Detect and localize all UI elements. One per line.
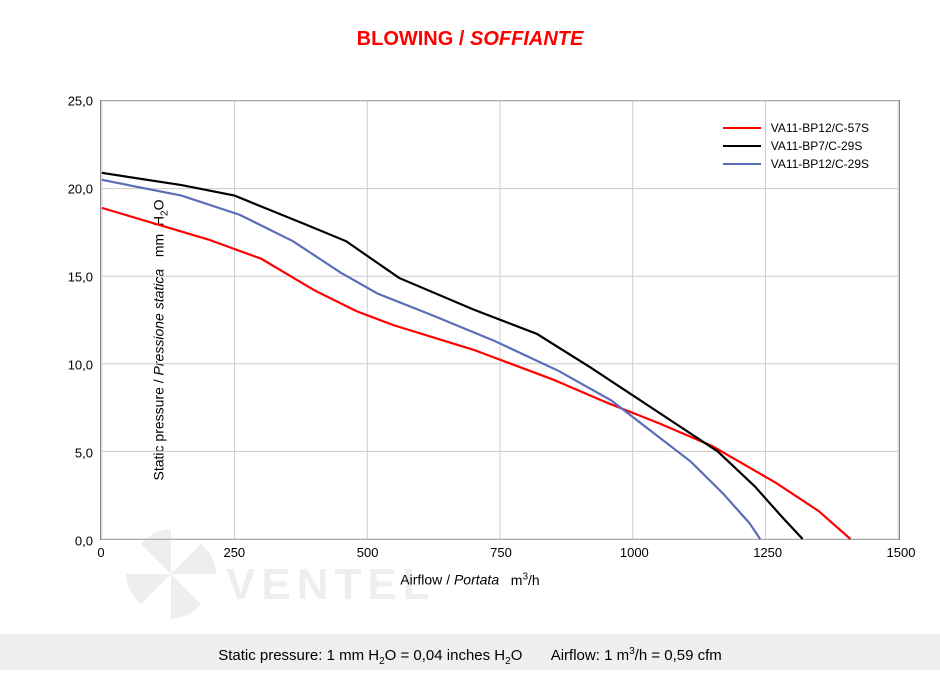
series-line (102, 180, 760, 539)
plot-region: VENTEL VA11-BP12/C-57SVA11-BP7/C-29SVA11… (100, 100, 900, 540)
x-tick-label: 1250 (753, 539, 782, 560)
footer-conversions: Static pressure: 1 mm H2O = 0,04 inches … (0, 634, 940, 670)
y-tick-label: 25,0 (68, 94, 101, 109)
y-tick-label: 20,0 (68, 182, 101, 197)
legend-label: VA11-BP12/C-57S (771, 121, 869, 135)
title-it: SOFFIANTE (470, 28, 583, 50)
x-tick-label: 1000 (620, 539, 649, 560)
legend: VA11-BP12/C-57S VA11-BP7/C-29S VA11-BP12/C… (723, 121, 869, 175)
series-line (102, 173, 803, 539)
title-en: BLOWING (357, 28, 454, 50)
legend-label: VA11-BP7/C-29S (771, 139, 863, 153)
x-tick-label: 0 (97, 539, 104, 560)
chart-area: Static pressure / Pressione statica mm H… (0, 80, 940, 600)
series-line (102, 208, 851, 539)
legend-label: VA11-BP12/C-29S (771, 157, 869, 171)
x-axis-label: Airflow / Portata m3/h (0, 571, 940, 588)
x-tick-label: 750 (490, 539, 512, 560)
legend-item: VA11-BP12/C-57S (723, 121, 869, 135)
legend-swatch (723, 145, 761, 147)
legend-swatch (723, 127, 761, 129)
y-tick-label: 15,0 (68, 270, 101, 285)
y-tick-label: 5,0 (75, 446, 101, 461)
legend-swatch (723, 163, 761, 165)
legend-item: VA11-BP7/C-29S (723, 139, 869, 153)
title-sep: / (459, 28, 470, 50)
x-tick-label: 500 (357, 539, 379, 560)
x-tick-label: 250 (223, 539, 245, 560)
x-tick-label: 1500 (887, 539, 916, 560)
chart-title: BLOWING / SOFFIANTE (0, 0, 940, 51)
legend-item: VA11-BP12/C-29S (723, 157, 869, 171)
y-tick-label: 10,0 (68, 358, 101, 373)
